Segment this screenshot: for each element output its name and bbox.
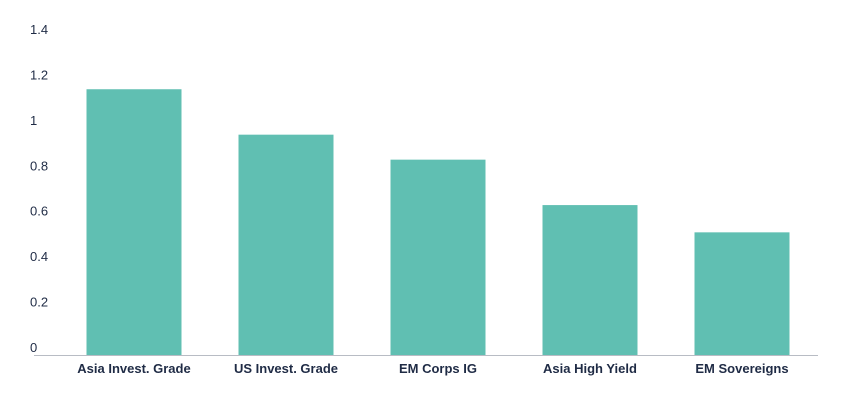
- bars-group: [86, 89, 790, 355]
- y-tick-label: 0.8: [30, 158, 48, 173]
- bar-us-invest-grade: [238, 134, 334, 355]
- x-category-label: EM Sovereigns: [695, 361, 788, 376]
- y-tick-label: 1.4: [30, 22, 48, 37]
- y-tick-label: 1: [30, 113, 37, 128]
- y-tick-label: 0.2: [30, 295, 48, 310]
- x-category-label: Asia Invest. Grade: [77, 361, 190, 376]
- bar-em-sovereigns: [694, 232, 790, 355]
- y-tick-label: 0.6: [30, 204, 48, 219]
- y-axis-ticks: 0 0.2 0.4 0.6 0.8 1 1.2 1.4: [30, 22, 48, 355]
- y-tick-label: 1.2: [30, 67, 48, 82]
- y-tick-label: 0: [30, 340, 37, 355]
- bar-asia-invest-grade: [86, 89, 182, 355]
- x-axis-labels: Asia Invest. Grade US Invest. Grade EM Cor…: [77, 361, 788, 376]
- x-category-label: US Invest. Grade: [234, 361, 338, 376]
- y-tick-label: 0.4: [30, 249, 48, 264]
- bar-asia-high-yield: [542, 205, 638, 355]
- x-category-label: Asia High Yield: [543, 361, 637, 376]
- bar-em-corps-ig: [390, 159, 486, 355]
- x-category-label: EM Corps IG: [399, 361, 477, 376]
